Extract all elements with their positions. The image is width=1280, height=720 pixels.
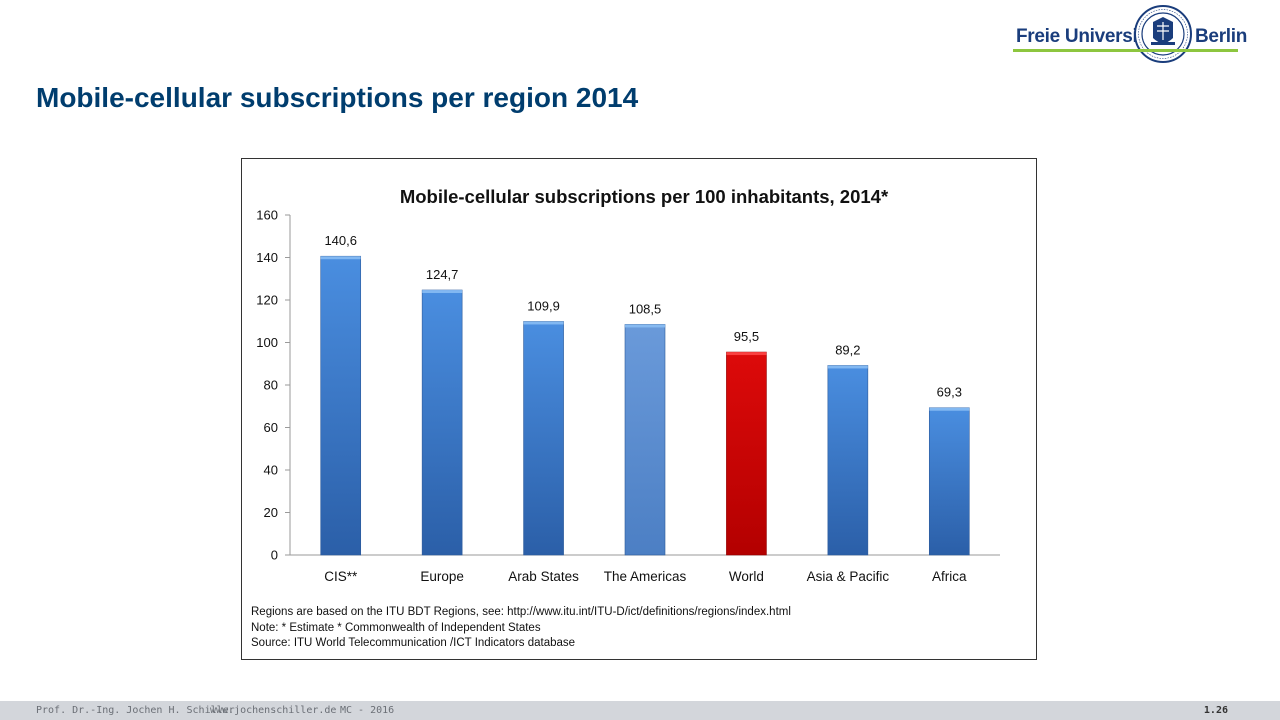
- bar-highlight: [929, 407, 970, 411]
- bar-value-label: 108,5: [629, 301, 662, 316]
- bar-value-label: 140,6: [324, 233, 357, 248]
- y-tick-label: 40: [264, 463, 278, 478]
- category-label: Africa: [932, 569, 967, 584]
- y-tick-label: 60: [264, 420, 278, 435]
- bar-value-label: 109,9: [527, 298, 560, 313]
- y-tick-label: 80: [264, 378, 278, 393]
- university-seal-icon: [1134, 5, 1192, 63]
- chart-frame: Mobile-cellular subscriptions per 100 in…: [241, 158, 1037, 660]
- chart-notes: Regions are based on the ITU BDT Regions…: [251, 605, 791, 652]
- logo-text-right: Berlin: [1195, 26, 1248, 47]
- logo-text-left: Freie Universität: [1016, 26, 1160, 47]
- bar-highlight: [320, 256, 361, 260]
- bar: [320, 255, 362, 556]
- category-label: Asia & Pacific: [807, 569, 890, 584]
- y-tick-label: 140: [256, 250, 278, 265]
- bar-highlight: [422, 290, 463, 294]
- note-source: Source: ITU World Telecommunication /ICT…: [251, 637, 576, 649]
- bar-value-label: 124,7: [426, 267, 459, 282]
- university-logo: Freie Universität Berlin: [1012, 4, 1247, 68]
- note-estimate: Note: * Estimate * Commonwealth of Indep…: [251, 621, 541, 634]
- footer-course: MC - 2016: [340, 705, 395, 716]
- category-label: Arab States: [508, 569, 579, 584]
- category-label: CIS**: [324, 569, 358, 584]
- footer-author: Prof. Dr.-Ing. Jochen H. Schiller: [36, 705, 235, 716]
- y-tick-label: 120: [256, 293, 278, 308]
- bar-highlight: [523, 321, 564, 325]
- footer-website[interactable]: www.jochenschiller.de: [210, 705, 337, 716]
- category-label: The Americas: [604, 569, 687, 584]
- bar-value-label: 69,3: [937, 385, 962, 400]
- bar: [421, 289, 463, 556]
- category-label: World: [729, 569, 764, 584]
- y-tick-label: 160: [256, 208, 278, 223]
- bar: [726, 351, 767, 556]
- slide-title: Mobile-cellular subscriptions per region…: [36, 82, 639, 113]
- bar: [523, 321, 564, 556]
- bar: [624, 324, 666, 556]
- footer-page-number: 1.26: [1203, 705, 1228, 716]
- bar-chart: Mobile-cellular subscriptions per 100 in…: [256, 186, 1000, 584]
- y-tick-label: 100: [256, 335, 278, 350]
- note-regions: Regions are based on the ITU BDT Regions…: [251, 606, 791, 618]
- bar-value-label: 95,5: [734, 329, 759, 344]
- logo-underline: [1013, 49, 1238, 52]
- y-tick-label: 0: [271, 548, 278, 563]
- chart-title: Mobile-cellular subscriptions per 100 in…: [400, 186, 889, 207]
- y-tick-label: 20: [264, 505, 278, 520]
- bar-highlight: [726, 352, 767, 356]
- bar: [928, 407, 970, 556]
- slide-footer: Prof. Dr.-Ing. Jochen H. Schiller www.jo…: [0, 701, 1280, 720]
- bar-highlight: [827, 365, 868, 369]
- bar-value-label: 89,2: [835, 342, 860, 357]
- bar-highlight: [625, 324, 665, 328]
- category-label: Europe: [420, 569, 464, 584]
- bar: [827, 365, 869, 556]
